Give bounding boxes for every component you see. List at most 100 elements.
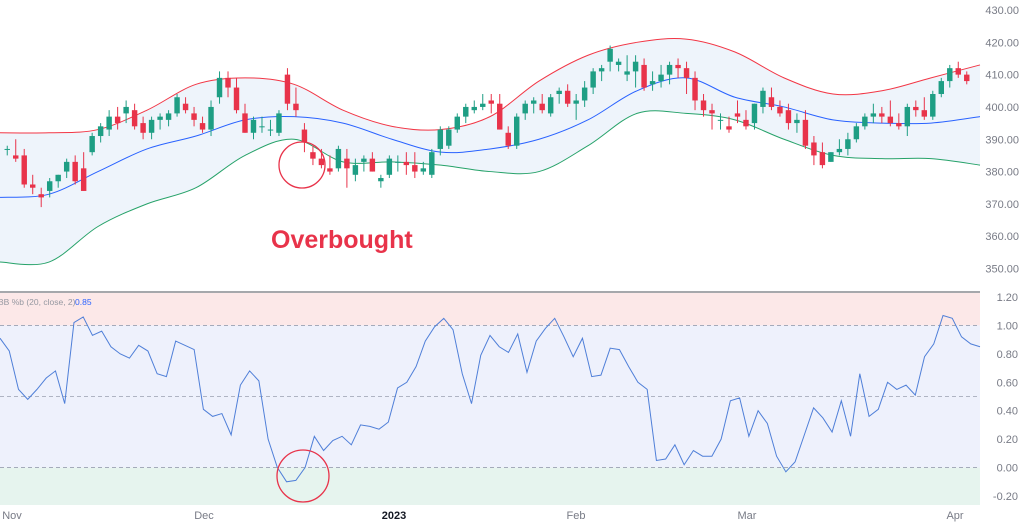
candle [768,87,775,111]
candle-body [208,106,214,130]
candle-body [80,168,87,191]
candle-body [352,165,359,175]
candle [30,174,36,195]
candle [216,71,223,104]
date-axis-tick: Dec [194,510,214,522]
candle-body [488,100,494,104]
candle-body [743,119,749,127]
candle-body [301,129,308,143]
candle-body [514,116,520,146]
price-axis-tick: 410.00 [985,70,1019,82]
candle-body [955,68,961,75]
candle-body [106,116,112,130]
candle [106,110,112,137]
candle [802,110,809,149]
date-axis-tick: 2023 [382,510,406,522]
candle [446,126,452,149]
candle-body [539,103,545,111]
candle [828,152,834,162]
candle-body [615,61,622,65]
candle-body [429,152,435,175]
percent-b-pane [0,293,981,505]
price-pane [0,38,981,266]
candle-body [870,113,877,117]
candle-body [361,158,367,162]
price-highlight-circle [278,141,326,189]
percent-b-axis-tick: 1.00 [997,320,1018,332]
candle-body [862,116,868,127]
candle [777,100,783,117]
price-axis-tick: 380.00 [985,167,1019,179]
candle [879,106,885,124]
candle [904,103,911,137]
candle [46,178,53,198]
candle [293,87,299,117]
lower-band-line [0,110,981,266]
candle [420,161,427,175]
candle-body [38,194,44,198]
overbought-annotation: Overbought [271,226,413,254]
candle-body [556,90,562,95]
candle-body [666,64,673,75]
candle [4,145,10,156]
candle [632,55,639,88]
candle-body [581,87,588,101]
candle [794,113,800,133]
candle-body [395,161,401,163]
candle-body [530,100,537,104]
candle [114,106,121,130]
candle [547,94,554,117]
candle-body [785,110,792,124]
candle-body [335,148,342,169]
candle [55,174,61,188]
candle-body [446,129,452,146]
candle [344,148,350,188]
candle-body [4,148,10,150]
percent-b-axis-tick: 0.00 [997,463,1018,475]
candle [471,100,477,114]
candle [208,100,214,137]
candle-body [114,116,121,124]
candle-body [13,155,19,159]
candle [386,155,393,179]
candle [72,155,78,185]
candle-body [89,136,95,153]
candle [649,71,656,91]
candle-body [369,158,376,172]
candle [692,71,698,111]
candle-body [225,77,231,88]
candle [955,61,961,78]
candle [683,61,690,95]
candle [760,87,766,114]
candle-body [259,126,265,128]
candle [564,84,571,107]
candle [598,64,605,82]
candle [38,187,44,208]
candle [199,116,206,133]
percent-b-axis-tick: -0.20 [993,491,1018,503]
axes: 430.00 420.00 410.00 400.00 390.00 380.00 370.… [0,5,1019,522]
candle [233,77,240,114]
candle-body [845,139,851,149]
candle-body [802,119,809,146]
indicator-highlight-circle [276,449,330,503]
candle [174,94,180,117]
candle [429,148,435,179]
percent-b-line [0,314,981,483]
candle [624,55,630,82]
candle-body [165,113,172,120]
candle-body [921,110,928,117]
candle-body [930,94,936,117]
candle [556,87,562,104]
candle-body [140,123,146,133]
candle [938,77,944,98]
candle [921,97,928,120]
candle-body [768,97,775,107]
candle [666,61,673,85]
candle-body [777,106,783,114]
candle-body [233,87,240,111]
candle-body [913,106,919,111]
candle [123,100,129,124]
price-axis-tick: 400.00 [985,102,1019,114]
